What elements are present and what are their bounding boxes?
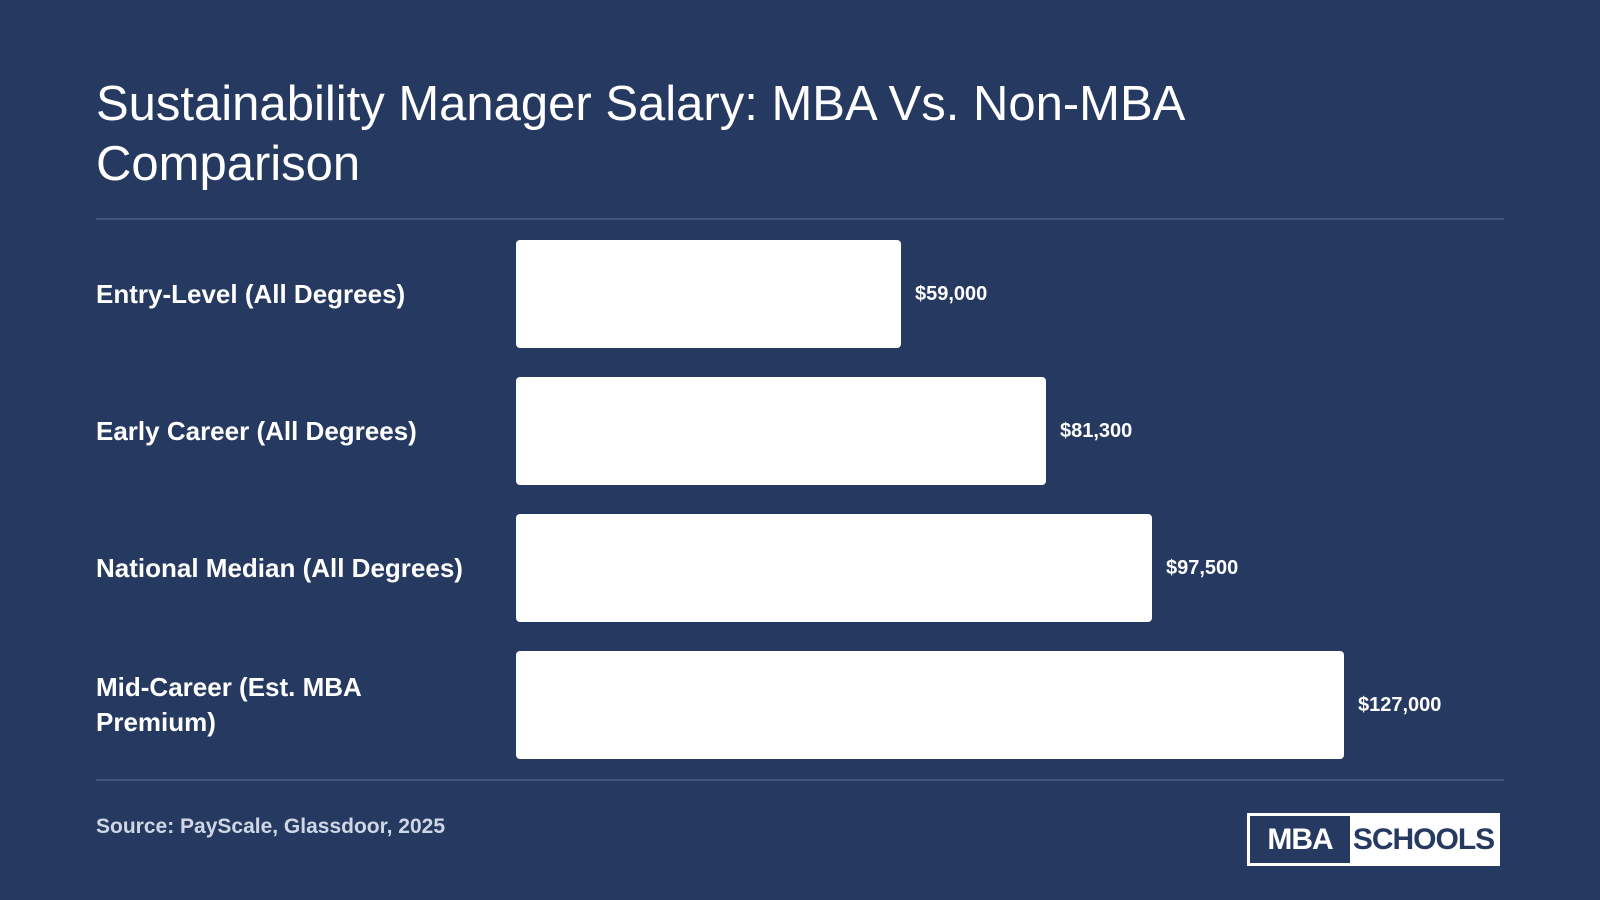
salary-bar (516, 240, 901, 348)
logo-schools-text: SCHOOLS (1352, 822, 1495, 856)
salary-bar (516, 377, 1046, 485)
bar-value-label: $81,300 (1060, 420, 1133, 442)
category-label: National Median (All Degrees) (96, 552, 463, 583)
bar-value-label: $97,500 (1166, 557, 1239, 579)
bar-value-label: $59,000 (915, 283, 988, 305)
category-label: Mid-Career (Est. MBA Premium) (96, 672, 361, 737)
category-label: Early Career (All Degrees) (96, 415, 417, 446)
category-label: Entry-Level (All Degrees) (96, 278, 406, 309)
salary-bar (516, 514, 1152, 622)
bar-value-label: $127,000 (1358, 694, 1442, 716)
source-note: Source: PayScale, Glassdoor, 2025 (96, 815, 446, 838)
page-title: Sustainability Manager Salary: MBA Vs. N… (96, 77, 1183, 191)
logo-mba-text: MBA (1250, 816, 1350, 863)
top-divider (96, 218, 1504, 220)
bottom-divider (96, 779, 1504, 781)
mba-schools-logo: MBA SCHOOLS (1247, 813, 1500, 866)
salary-bar (516, 651, 1344, 759)
